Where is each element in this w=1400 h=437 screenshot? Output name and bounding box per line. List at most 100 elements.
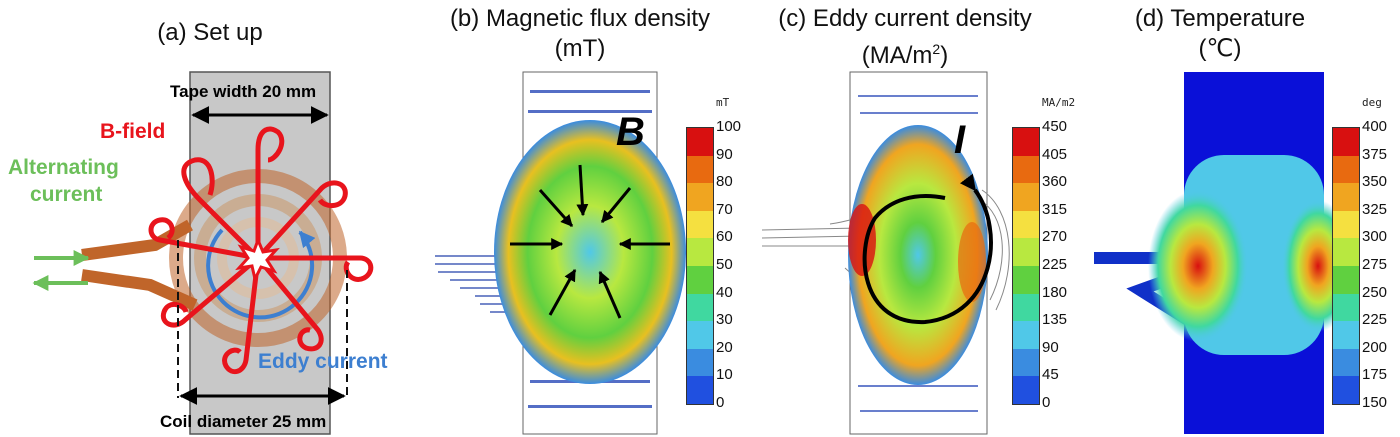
coil-diameter-label: Coil diameter 25 mm bbox=[160, 412, 327, 431]
setup-diagram bbox=[32, 71, 374, 435]
colorbar-tick-label: 200 bbox=[1362, 338, 1388, 356]
colorbar-segment bbox=[1013, 265, 1039, 294]
temperature-map bbox=[1094, 72, 1354, 434]
colorbar-segment bbox=[687, 155, 713, 184]
colorbar-tick-label: 250 bbox=[1362, 283, 1388, 301]
flux-unit-label: mT bbox=[716, 96, 730, 109]
flux-ellipse bbox=[494, 120, 686, 384]
panel-flux-density: (b) Magnetic flux density (mT) bbox=[420, 0, 750, 437]
colorbar-tick-label: 10 bbox=[716, 366, 733, 384]
colorbar-tick-label: 0 bbox=[716, 394, 725, 411]
tape-width-label: Tape width 20 mm bbox=[170, 82, 317, 101]
panel-b-title-1: (b) Magnetic flux density bbox=[449, 5, 711, 32]
eddy-ellipse bbox=[848, 125, 988, 385]
eddy-hotspot-right bbox=[958, 222, 986, 302]
colorbar-tick-label: 45 bbox=[1042, 366, 1059, 384]
panel-c-title-1: (c) Eddy current density bbox=[778, 5, 1032, 32]
colorbar-tick-label: 375 bbox=[1362, 145, 1388, 163]
panel-eddy-density: (c) Eddy current density (MA/m2) bbox=[750, 0, 1080, 437]
colorbar-tick-label: 150 bbox=[1362, 394, 1388, 411]
colorbar-tick-label: 0 bbox=[1042, 394, 1051, 411]
colorbar-tick-label: 450 bbox=[1042, 118, 1068, 135]
colorbar-segment bbox=[687, 321, 713, 349]
colorbar-segment bbox=[1333, 348, 1359, 377]
colorbar-segment bbox=[1013, 128, 1039, 156]
colorbar-segment bbox=[687, 348, 713, 377]
colorbar-tick-label: 400 bbox=[1362, 118, 1388, 135]
colorbar-segment bbox=[1333, 293, 1359, 322]
colorbar-segment bbox=[687, 265, 713, 294]
colorbar-tick-label: 360 bbox=[1042, 173, 1068, 191]
alternating-current-label-1: Alternating bbox=[8, 156, 119, 179]
colorbar-segment bbox=[1013, 210, 1039, 239]
eddy-colorbar-ticks: 450 405 360 315 270 225 180 135 90 45 0 bbox=[1042, 118, 1080, 419]
panel-d-title-1: (d) Temperature bbox=[1134, 5, 1306, 32]
bfield-label: B-field bbox=[100, 120, 166, 143]
colorbar-tick-label: 325 bbox=[1362, 200, 1388, 218]
colorbar-segment bbox=[687, 238, 713, 266]
flux-colorbar-ticks: 100 90 80 70 60 50 40 30 20 10 0 bbox=[716, 118, 750, 419]
colorbar-tick-label: 270 bbox=[1042, 228, 1068, 246]
colorbar-segment bbox=[1333, 128, 1359, 156]
panel-d-title-2: (℃) bbox=[1198, 35, 1242, 62]
flux-colorbar bbox=[686, 127, 714, 405]
colorbar-segment bbox=[1333, 376, 1359, 404]
colorbar-segment bbox=[1333, 155, 1359, 184]
panel-a-title: (a) Set up bbox=[157, 19, 263, 46]
temp-colorbar-ticks: 400 375 350 325 300 275 250 225 200 175 150 bbox=[1362, 118, 1400, 419]
colorbar-tick-label: 175 bbox=[1362, 366, 1388, 384]
temp-hot-left bbox=[1148, 190, 1248, 342]
colorbar-segment bbox=[1013, 376, 1039, 404]
colorbar-segment bbox=[1333, 321, 1359, 349]
panel-b-title-2: (mT) bbox=[554, 35, 606, 62]
colorbar-tick-label: 100 bbox=[716, 118, 742, 135]
temp-unit-label: deg bbox=[1362, 96, 1382, 109]
colorbar-segment bbox=[1013, 238, 1039, 266]
flux-symbol: B bbox=[616, 110, 645, 154]
colorbar-tick-label: 315 bbox=[1042, 200, 1068, 218]
eddy-hotspot-left bbox=[848, 204, 876, 276]
temp-colorbar bbox=[1332, 127, 1360, 405]
colorbar-segment bbox=[1333, 183, 1359, 211]
colorbar-tick-label: 80 bbox=[716, 173, 733, 191]
panel-setup: (a) Set up bbox=[0, 0, 420, 437]
colorbar-tick-label: 275 bbox=[1362, 256, 1388, 273]
colorbar-tick-label: 300 bbox=[1362, 228, 1388, 246]
colorbar-tick-label: 20 bbox=[716, 338, 733, 356]
center-star bbox=[235, 235, 280, 284]
colorbar-tick-label: 180 bbox=[1042, 283, 1068, 301]
colorbar-segment bbox=[1333, 238, 1359, 266]
eddy-vectors bbox=[858, 95, 978, 412]
eddy-current-arc bbox=[206, 228, 316, 320]
colorbar-tick-label: 70 bbox=[716, 200, 733, 218]
eddy-current-label: Eddy current bbox=[258, 350, 388, 373]
colorbar-segment bbox=[1013, 321, 1039, 349]
colorbar-segment bbox=[1013, 293, 1039, 322]
panel-c-title-2: (MA/m2) bbox=[861, 41, 949, 69]
panel-temperature: (d) Temperature (℃) deg 400 375 350 325 300 2… bbox=[1080, 0, 1400, 437]
colorbar-tick-label: 350 bbox=[1362, 173, 1388, 191]
colorbar-segment bbox=[687, 376, 713, 404]
colorbar-tick-label: 405 bbox=[1042, 145, 1068, 163]
eddy-map bbox=[761, 71, 1010, 435]
colorbar-tick-label: 225 bbox=[1042, 256, 1068, 273]
colorbar-tick-label: 135 bbox=[1042, 311, 1068, 329]
flux-map bbox=[435, 71, 686, 435]
colorbar-segment bbox=[1013, 183, 1039, 211]
colorbar-tick-label: 40 bbox=[716, 283, 733, 301]
flux-inward-arrows bbox=[510, 164, 670, 319]
colorbar-segment bbox=[687, 210, 713, 239]
colorbar-tick-label: 90 bbox=[716, 145, 733, 163]
colorbar-tick-label: 225 bbox=[1362, 311, 1388, 329]
colorbar-segment bbox=[1013, 348, 1039, 377]
colorbar-tick-label: 90 bbox=[1042, 338, 1059, 356]
eddy-unit-label: MA/m2 bbox=[1042, 96, 1076, 109]
eddy-colorbar bbox=[1012, 127, 1040, 405]
colorbar-segment bbox=[1333, 265, 1359, 294]
colorbar-segment bbox=[687, 128, 713, 156]
eddy-symbol: I bbox=[954, 118, 966, 162]
colorbar-segment bbox=[1013, 155, 1039, 184]
colorbar-segment bbox=[687, 183, 713, 211]
alternating-current-label-2: current bbox=[30, 183, 103, 206]
colorbar-tick-label: 60 bbox=[716, 228, 733, 246]
